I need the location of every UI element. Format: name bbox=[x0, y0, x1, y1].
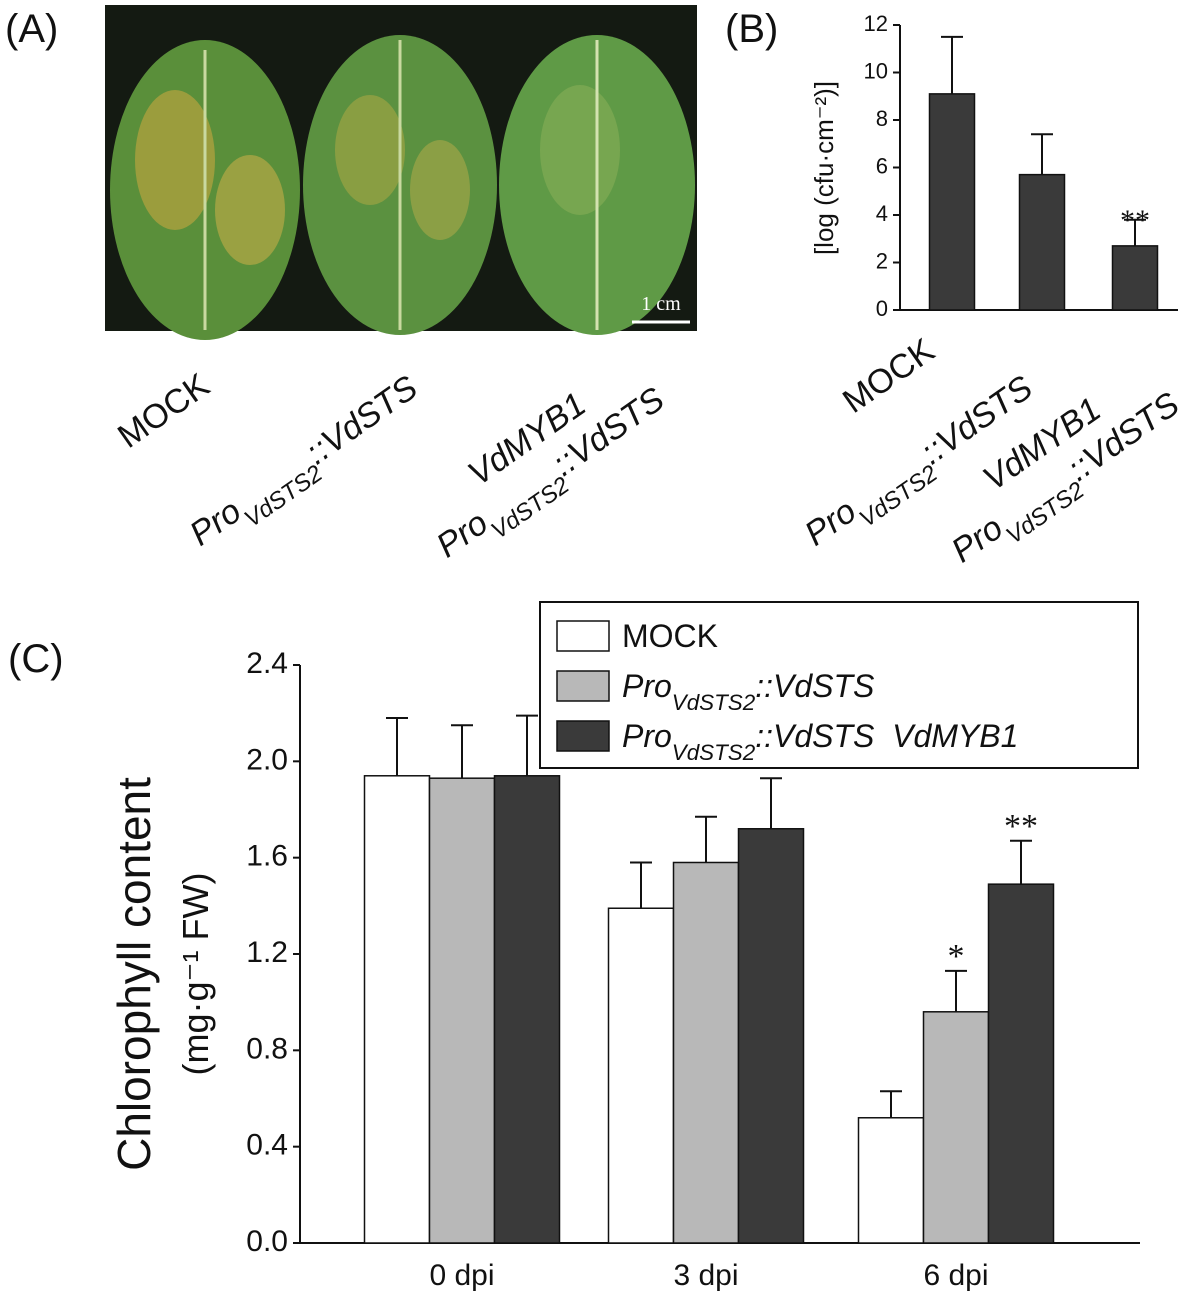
y-axis-label: Chlorophyll content bbox=[108, 777, 160, 1171]
x-tick-label: VdMYB1ProVdSTS2::VdSTS bbox=[921, 352, 1181, 580]
bar bbox=[363, 775, 431, 1244]
bar bbox=[1111, 245, 1159, 311]
y-tick-label: 2.0 bbox=[246, 743, 288, 776]
legend-label: ProVdSTS2::VdSTS VdMYB1 bbox=[622, 718, 1018, 765]
category-label: VdMYB1ProVdSTS2::VdSTS bbox=[406, 347, 678, 575]
x-tick-label: 6 dpi bbox=[923, 1259, 988, 1292]
y-tick-label: 2 bbox=[876, 248, 888, 273]
y-tick-label: 6 bbox=[876, 153, 888, 178]
bar bbox=[493, 775, 561, 1244]
bar bbox=[928, 93, 976, 311]
legend-swatch bbox=[556, 720, 610, 752]
legend-box bbox=[539, 601, 1139, 769]
y-tick-label: 8 bbox=[876, 106, 888, 131]
x-tick-label: 3 dpi bbox=[673, 1259, 738, 1292]
bar bbox=[1018, 173, 1066, 311]
y-axis-label: (mg·g⁻¹ FW) bbox=[175, 873, 216, 1076]
significance: * bbox=[948, 938, 965, 975]
category-label: MOCK bbox=[111, 366, 217, 456]
legend-label: MOCK bbox=[622, 618, 718, 654]
y-tick-label: 4 bbox=[876, 201, 888, 226]
bar bbox=[428, 777, 496, 1244]
panel-label: (B) bbox=[725, 7, 778, 51]
panel-label: (C) bbox=[8, 637, 64, 681]
bar bbox=[857, 1117, 925, 1244]
bar bbox=[672, 861, 740, 1244]
significance: ** bbox=[1004, 808, 1038, 845]
y-tick-label: 0.0 bbox=[246, 1225, 288, 1258]
x-tick-label: 0 dpi bbox=[429, 1259, 494, 1292]
legend-swatch bbox=[556, 620, 610, 652]
y-tick-label: 2.4 bbox=[246, 647, 288, 680]
x-tick-label: MOCK bbox=[836, 331, 942, 421]
bar bbox=[607, 907, 675, 1244]
category-label: ProVdSTS2::VdSTS bbox=[183, 368, 431, 563]
y-tick-label: 0.8 bbox=[246, 1032, 288, 1065]
y-tick-label: 0 bbox=[876, 296, 888, 321]
bar bbox=[737, 828, 805, 1244]
significance: ** bbox=[1120, 204, 1150, 237]
y-tick-label: 1.6 bbox=[246, 840, 288, 873]
bar bbox=[987, 883, 1055, 1244]
y-tick-label: 12 bbox=[864, 11, 888, 36]
bar bbox=[922, 1011, 990, 1244]
y-axis-label: [log (cfu·cm⁻²)] bbox=[809, 81, 839, 255]
leaf-photo bbox=[105, 5, 697, 340]
scale-bar-label: 1 cm bbox=[641, 293, 681, 315]
legend-swatch bbox=[556, 670, 610, 702]
legend-label: ProVdSTS2::VdSTS bbox=[622, 668, 874, 715]
y-tick-label: 1.2 bbox=[246, 936, 288, 969]
panel-label: (A) bbox=[5, 7, 58, 51]
y-tick-label: 10 bbox=[864, 58, 888, 83]
y-tick-label: 0.4 bbox=[246, 1129, 288, 1162]
